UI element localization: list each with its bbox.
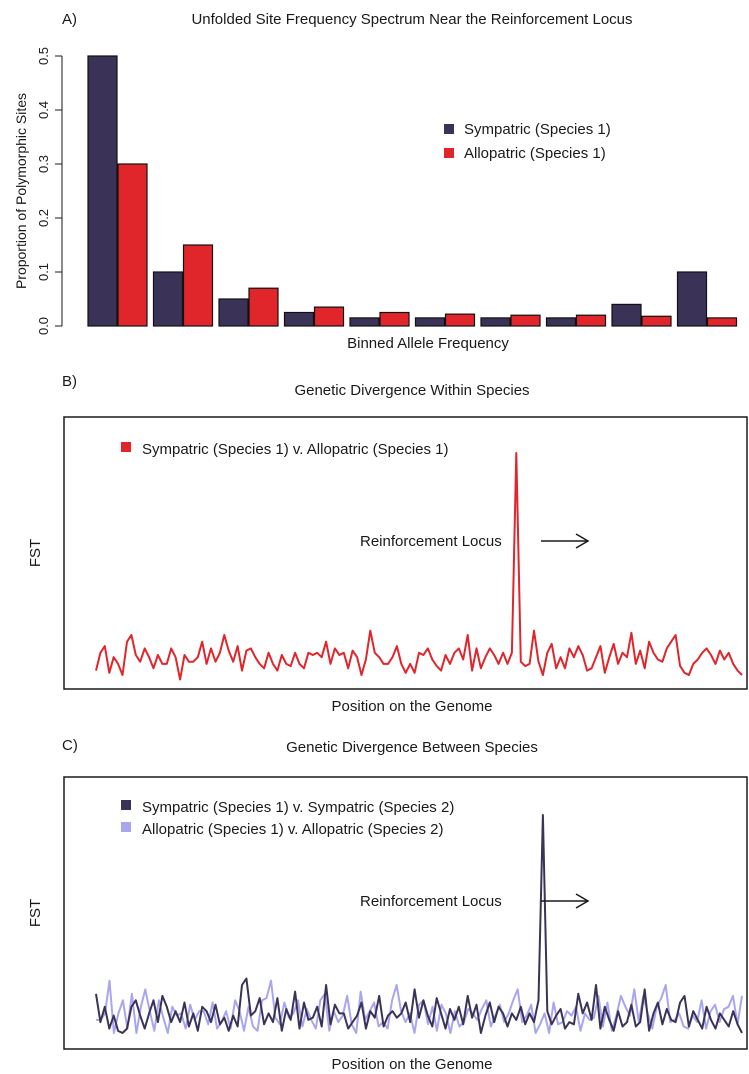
panel-b-arrow-head — [575, 533, 590, 549]
bar-sympatric-1 — [87, 55, 118, 327]
panel-b-label: B) — [62, 373, 77, 390]
bar-allopatric-8 — [575, 314, 607, 327]
bar-allopatric-1 — [117, 163, 148, 327]
panel-c-series-line-allopatric — [96, 979, 743, 1034]
panel-b-x-label: Position on the Genome — [332, 698, 493, 715]
panel-a-bars — [87, 55, 738, 327]
bar-allopatric-10 — [706, 317, 738, 327]
panel-a-y-tick-label: 0.0 — [36, 317, 51, 335]
panel-a-title: Unfolded Site Frequency Spectrum Near th… — [191, 11, 632, 28]
panel-a-y-tick-label: 0.5 — [36, 47, 51, 65]
bar-sympatric-3 — [218, 298, 249, 327]
panel-c-series-line-sympatric — [95, 814, 743, 1034]
panel-a-label: A) — [62, 11, 77, 28]
legend-label-between-sym: Sympatric (Species 1) v. Sympatric (Spec… — [142, 799, 454, 816]
panel-c-y-label: FST — [27, 899, 44, 927]
bar-allopatric-5 — [379, 311, 410, 327]
legend-label-between-allo: Allopatric (Species 1) v. Allopatric (Sp… — [142, 821, 444, 838]
panel-b-annotation: Reinforcement Locus — [360, 533, 502, 550]
bar-sympatric-10 — [676, 271, 708, 327]
bar-allopatric-9 — [641, 315, 672, 327]
bar-sympatric-2 — [152, 271, 184, 327]
panel-c-label: C) — [62, 737, 78, 754]
panel-a-y-tick-label: 0.2 — [36, 209, 51, 227]
legend-swatch-allopatric — [444, 148, 454, 158]
panel-a-y-tick-label: 0.4 — [36, 101, 51, 119]
panel-b-legend: Sympatric (Species 1) v. Allopatric (Spe… — [121, 441, 449, 458]
panel-a-y-tick-label: 0.1 — [36, 263, 51, 281]
legend-swatch-sympatric — [444, 124, 454, 134]
panel-a-x-label: Binned Allele Frequency — [347, 335, 509, 352]
bar-sympatric-7 — [480, 317, 511, 327]
panel-c: C) Genetic Divergence Between Species FS… — [27, 737, 748, 1073]
bar-allopatric-4 — [313, 306, 345, 327]
panel-c-legend: Sympatric (Species 1) v. Sympatric (Spec… — [121, 799, 454, 838]
bar-sympatric-6 — [414, 317, 446, 327]
bar-sympatric-4 — [283, 311, 315, 327]
panel-a-y-ticks: 0.0 0.1 0.2 0.3 0.4 0.5 — [36, 47, 62, 335]
bar-sympatric-8 — [545, 317, 577, 327]
bar-allopatric-2 — [182, 244, 214, 327]
panel-c-x-label: Position on the Genome — [332, 1056, 493, 1073]
legend-swatch-between-allo — [121, 822, 131, 832]
legend-label-allopatric: Allopatric (Species 1) — [464, 145, 606, 162]
legend-label-sympatric: Sympatric (Species 1) — [464, 121, 611, 138]
bar-sympatric-5 — [349, 317, 380, 327]
panel-b-frame — [63, 416, 748, 690]
legend-label-within: Sympatric (Species 1) v. Allopatric (Spe… — [142, 441, 449, 458]
legend-swatch-between-sym — [121, 800, 131, 810]
panel-c-arrow-head — [575, 893, 590, 909]
panel-a: A) Unfolded Site Frequency Spectrum Near… — [13, 11, 738, 352]
panel-b-series-line — [95, 452, 743, 681]
panel-a-y-tick-label: 0.3 — [36, 155, 51, 173]
panel-b: B) Genetic Divergence Within Species FST… — [27, 373, 748, 715]
panel-c-annotation: Reinforcement Locus — [360, 893, 502, 910]
bar-allopatric-7 — [510, 314, 541, 327]
panel-c-frame — [63, 776, 748, 1050]
bar-allopatric-3 — [248, 287, 279, 327]
panel-b-y-label: FST — [27, 539, 44, 567]
panel-c-title: Genetic Divergence Between Species — [286, 739, 538, 756]
panel-a-legend: Sympatric (Species 1) Allopatric (Specie… — [444, 121, 611, 162]
panel-b-title: Genetic Divergence Within Species — [294, 382, 529, 399]
legend-swatch-within — [121, 442, 131, 452]
bar-allopatric-6 — [444, 313, 476, 327]
bar-sympatric-9 — [611, 303, 642, 327]
panel-a-y-label: Proportion of Polymorphic Sites — [13, 93, 29, 289]
